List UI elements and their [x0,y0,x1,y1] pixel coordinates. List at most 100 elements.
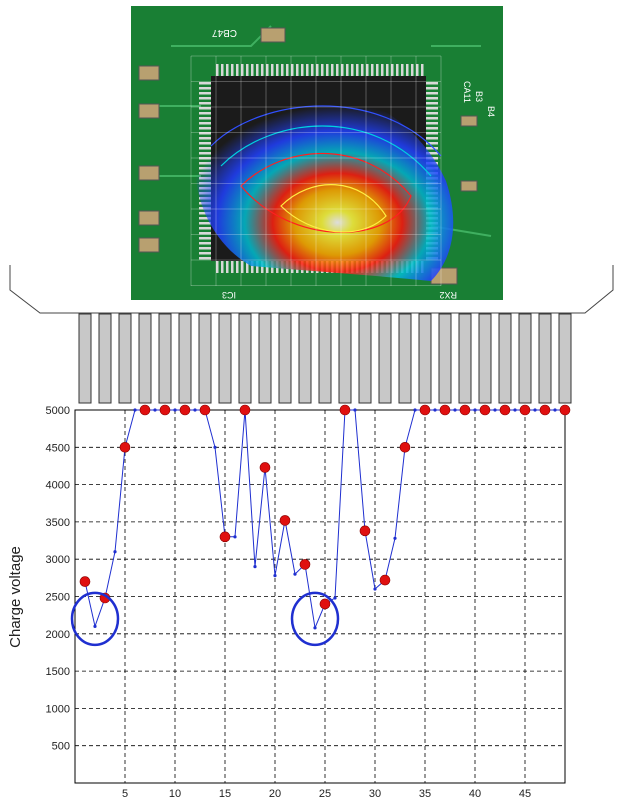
highlight-point [479,404,491,416]
chip-pin [78,313,92,404]
ic-lead [411,64,414,76]
x-tick-label: 30 [369,788,381,800]
highlight-point [359,525,371,537]
ic-lead [426,112,438,115]
label-rx2: RX2 [439,290,457,300]
y-tick-labels: 500 1000 1500 2000 2500 3000 3500 4000 4500 5000 [46,405,70,753]
highlight-point [239,404,251,416]
highlight-point [179,404,191,416]
ic-lead [199,222,211,225]
y-tick-label: 3500 [46,517,70,529]
ic-lead [341,64,344,76]
ic-lead [351,64,354,76]
chip-pin [378,313,392,404]
ic-lead [361,64,364,76]
label-ic3: IC3 [222,290,236,300]
ic-lead [356,64,359,76]
series-point [473,408,477,412]
annotation-circle [70,591,120,647]
ic-lead [376,64,379,76]
ic-lead [346,64,349,76]
ic-lead [256,64,259,76]
ic-lead [266,64,269,76]
highlight-point [519,404,531,416]
chip-pin [198,313,212,404]
ic-lead [406,64,409,76]
ic-lead [251,64,254,76]
heatmap-contours [210,105,442,233]
circuit-board-image: CB47 CA11 B3 B4 IC3 RX2 [131,6,503,300]
series-point [113,550,117,554]
highlight-point [279,515,291,526]
highlight-point [259,462,271,473]
y-tick-label: 500 [52,741,70,753]
ic-lead [199,237,211,240]
ic-lead [281,64,284,76]
chip-pin [238,313,252,404]
ic-lead [199,92,211,95]
ic-lead [271,64,274,76]
smd-components [138,27,478,285]
y-tick-label: 4000 [46,480,70,492]
highlight-point [439,404,451,416]
chip-pin [498,313,512,404]
ic-lead [199,247,211,250]
ic-lead [316,64,319,76]
x-tick-label: 40 [469,788,481,800]
ic-lead [391,64,394,76]
series-point [513,408,517,412]
bracket-outline [9,265,614,314]
chip-pin [218,313,232,404]
highlight-point [139,404,151,416]
ic-lead [199,142,211,145]
ic-lead [401,64,404,76]
ic-lead [199,87,211,90]
ic-lead [246,64,249,76]
series-point [293,572,297,576]
chip-pin [278,313,292,404]
ic-lead [199,97,211,100]
chip-pin [558,313,572,404]
x-tick-labels: 5 10 15 20 25 30 35 40 45 [122,788,531,800]
series-point [453,408,457,412]
ic-lead [261,261,264,273]
series-point [153,408,157,412]
ic-lead [426,102,438,105]
charge-heatmap [196,86,454,281]
chip-pin [398,313,412,404]
ic-lead [221,261,224,273]
ic-lead [386,64,389,76]
x-tick-label: 45 [519,788,531,800]
highlight-point [299,559,311,570]
ic-lead [426,107,438,110]
highlight-point [559,404,571,416]
series-point [393,536,397,540]
ic-lead [321,64,324,76]
ic-lead [231,261,234,273]
chip-pin [118,313,132,404]
ic-lead [199,112,211,115]
series-point [253,565,257,569]
series-point [233,535,237,539]
series-point [493,408,497,412]
series-point [213,445,217,449]
chip-pin [358,313,372,404]
ic-lead [246,261,249,273]
ic-lead [241,261,244,273]
highlight-point [339,404,351,416]
chip-pins [78,313,572,404]
y-tick-label: 3000 [46,554,70,566]
ic-lead [426,87,438,90]
highlight-point [499,404,511,416]
ic-lead [199,127,211,130]
ic-lead [331,64,334,76]
chip-pin [418,313,432,404]
series-point [173,408,177,412]
plot-area: 5 10 15 20 25 30 35 40 45 500 1000 1500 2000 2500 300… [46,404,571,800]
ic-lead [216,261,219,273]
ic-lead [216,64,219,76]
ic-lead [306,64,309,76]
ic-lead [371,64,374,76]
ic-lead [291,64,294,76]
chip-pin [258,313,272,404]
